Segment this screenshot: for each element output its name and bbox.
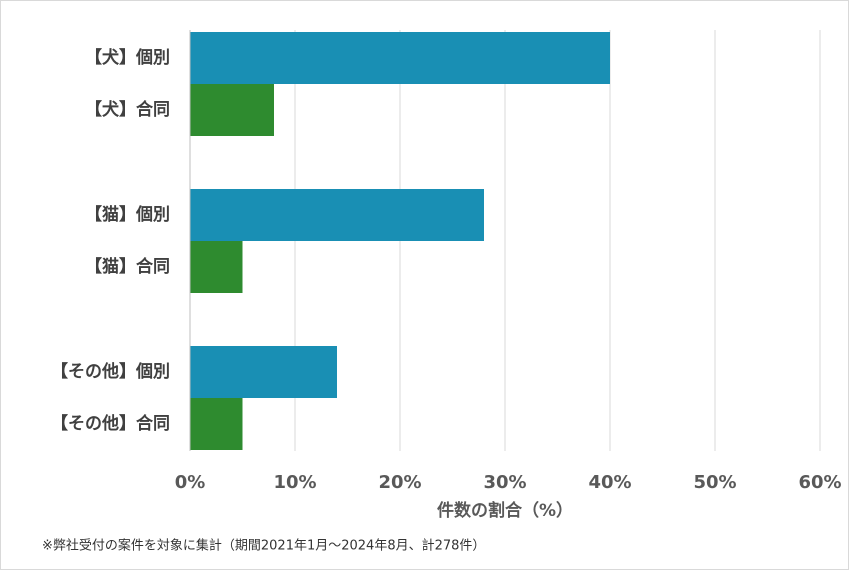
y-tick-label: 【猫】個別 <box>85 204 170 225</box>
x-tick-label: 20% <box>378 472 421 493</box>
x-tick-label: 40% <box>588 472 631 493</box>
bar <box>190 32 610 84</box>
x-tick-label: 0% <box>175 472 206 493</box>
bar <box>190 398 243 450</box>
x-tick-label: 50% <box>693 472 736 493</box>
bar <box>190 241 243 293</box>
x-tick-label: 30% <box>483 472 526 493</box>
y-tick-label: 【犬】個別 <box>85 47 170 68</box>
y-tick-label: 【猫】合同 <box>85 256 170 277</box>
x-tick-label: 10% <box>273 472 316 493</box>
bar <box>190 84 274 136</box>
x-tick-label: 60% <box>798 472 841 493</box>
y-tick-label: 【その他】合同 <box>51 413 170 434</box>
bar <box>190 346 337 398</box>
x-axis-title: 件数の割合（%） <box>437 500 573 521</box>
y-tick-label: 【犬】合同 <box>85 99 170 120</box>
y-tick-label: 【その他】個別 <box>51 361 170 382</box>
bar <box>190 189 484 241</box>
footnote: ※弊社受付の案件を対象に集計（期間2021年1月～2024年8月、計278件） <box>42 538 485 554</box>
